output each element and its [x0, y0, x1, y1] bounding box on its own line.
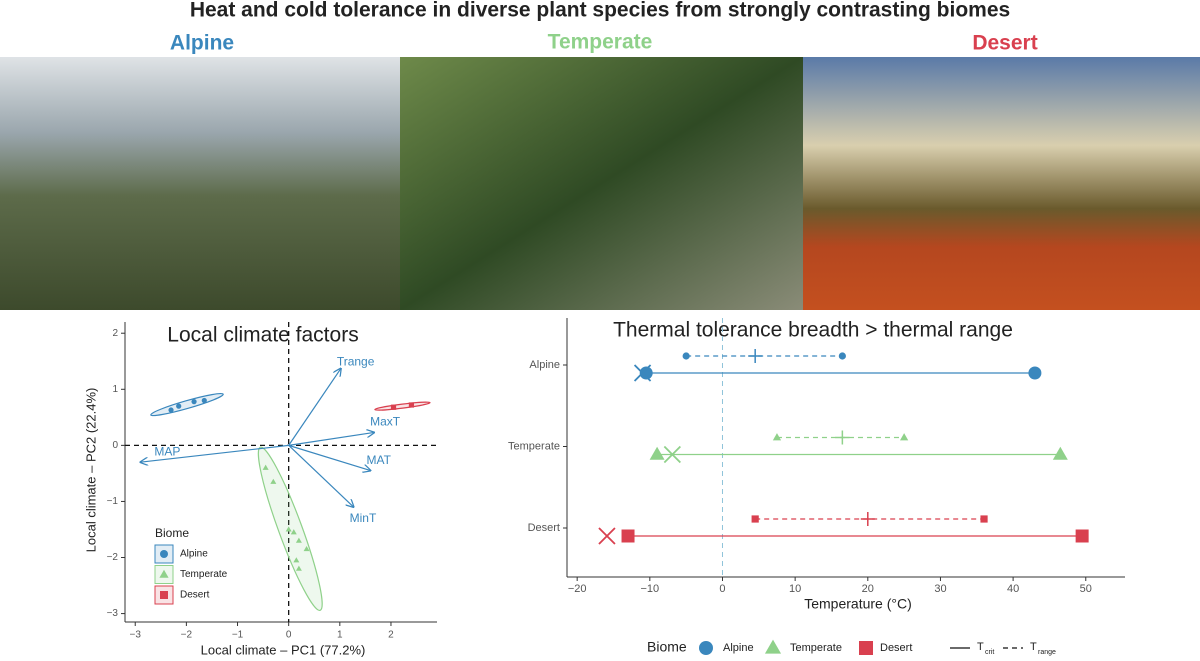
- chart-title: Local climate factors: [167, 324, 358, 347]
- desert-photo: [803, 57, 1200, 310]
- legend-label: Alpine: [180, 549, 208, 560]
- alpine-photo: [0, 57, 400, 310]
- x-axis-label: Temperature (°C): [804, 596, 912, 612]
- y-tick-label: Alpine: [529, 359, 560, 371]
- loading-label: MAP: [154, 444, 180, 458]
- marker: [285, 526, 292, 532]
- loading-arrow: [288, 369, 341, 446]
- confidence-ellipse: [374, 401, 431, 411]
- marker: [159, 569, 169, 578]
- legend-label: Temperate: [180, 569, 228, 580]
- marker: [295, 537, 302, 543]
- loading-arrow: [288, 444, 354, 507]
- chart-title: Thermal tolerance breadth > thermal rang…: [613, 319, 1013, 342]
- temperate-photo: [400, 57, 803, 310]
- loading-arrow: [140, 444, 289, 462]
- marker: [160, 550, 168, 558]
- marker: [160, 591, 168, 599]
- trange-mean: [835, 430, 850, 445]
- y-tick-label: −1: [107, 496, 119, 507]
- marker: [838, 352, 846, 360]
- y-tick-label: Temperate: [508, 440, 560, 452]
- x-tick-label: 2: [388, 630, 394, 641]
- loading-label: MinT: [350, 511, 377, 525]
- marker: [390, 404, 397, 410]
- confidence-ellipse: [150, 392, 224, 417]
- x-tick-label: 40: [1007, 583, 1019, 595]
- loading-label: MAT: [367, 453, 392, 467]
- x-tick-label: 20: [862, 583, 874, 595]
- x-tick-label: 1: [337, 630, 343, 641]
- x-tick-label: 0: [286, 630, 292, 641]
- y-tick-label: −2: [107, 552, 119, 563]
- marker: [262, 464, 269, 470]
- marker: [168, 407, 174, 413]
- y-tick-label: 0: [112, 440, 118, 451]
- x-tick-label: −2: [181, 630, 193, 641]
- cross-marker: [598, 527, 616, 545]
- y-tick-label: −3: [107, 608, 119, 619]
- marker: [270, 478, 277, 484]
- x-tick-label: 0: [719, 583, 725, 595]
- panel-label: Alpine: [170, 32, 234, 55]
- x-axis-label: Local climate – PC1 (77.2%): [201, 642, 366, 657]
- panel-label: Desert: [972, 32, 1037, 55]
- marker: [201, 397, 207, 404]
- marker: [751, 515, 759, 523]
- marker: [295, 565, 302, 571]
- loading-arrow: [288, 432, 374, 446]
- y-tick-label: 1: [112, 384, 118, 395]
- marker: [682, 352, 690, 360]
- x-tick-label: 50: [1080, 583, 1092, 595]
- legend-label: T: [1030, 641, 1037, 653]
- marker: [303, 545, 310, 552]
- y-tick-label: 2: [112, 328, 118, 339]
- marker: [621, 529, 635, 543]
- loading-label: Trange: [337, 355, 375, 369]
- y-axis-label: Local climate – PC2 (22.4%): [83, 388, 98, 553]
- loading-arrow: [288, 444, 371, 470]
- marker: [1052, 446, 1068, 460]
- legend-label: Temperate: [790, 642, 842, 654]
- legend-title: Biome: [155, 526, 189, 540]
- marker: [408, 402, 415, 408]
- x-tick-label: −1: [232, 630, 244, 641]
- marker: [899, 433, 909, 441]
- y-tick-label: Desert: [528, 522, 560, 534]
- marker: [980, 515, 988, 523]
- legend-subscript: range: [1038, 649, 1056, 656]
- marker: [699, 641, 713, 655]
- x-tick-label: −20: [568, 583, 587, 595]
- cross-marker: [633, 364, 652, 382]
- legend-title: Biome: [647, 639, 687, 655]
- marker: [859, 641, 873, 655]
- cross-marker: [663, 445, 681, 464]
- marker: [290, 529, 297, 535]
- loading-label: MaxT: [370, 415, 401, 429]
- marker: [639, 366, 653, 380]
- marker: [191, 399, 197, 405]
- marker: [649, 446, 665, 460]
- legend-label: Desert: [180, 590, 210, 601]
- legend-subscript: crit: [985, 649, 994, 656]
- legend-label: Alpine: [723, 642, 754, 654]
- marker: [772, 433, 782, 441]
- marker: [293, 557, 300, 563]
- figure-title: Heat and cold tolerance in diverse plant…: [190, 0, 1010, 22]
- x-tick-label: −10: [640, 583, 659, 595]
- marker: [764, 639, 782, 654]
- panel-label: Temperate: [548, 31, 653, 54]
- x-tick-label: −3: [130, 630, 142, 641]
- marker: [1075, 529, 1089, 543]
- trange-mean: [860, 512, 875, 526]
- legend-label: T: [977, 641, 984, 653]
- x-tick-label: 10: [789, 583, 801, 595]
- x-tick-label: 30: [934, 583, 946, 595]
- confidence-ellipse: [257, 446, 323, 612]
- legend-label: Desert: [880, 642, 912, 654]
- marker: [1028, 366, 1042, 380]
- trange-mean: [748, 349, 763, 363]
- marker: [176, 403, 182, 409]
